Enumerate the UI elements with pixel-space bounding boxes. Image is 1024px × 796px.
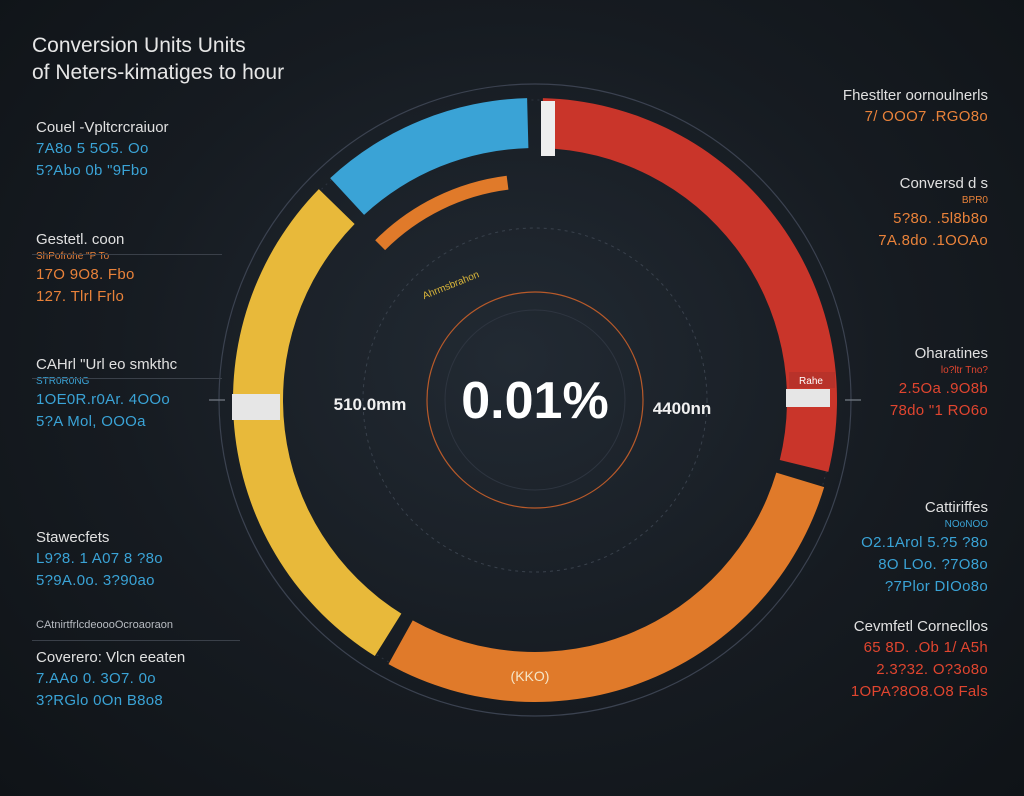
right-block-value: 8O LOo. ?7O8o bbox=[878, 556, 988, 573]
left-block-value: 5?Abo 0b "9Fbo bbox=[36, 162, 149, 179]
right-block-2: Oharatines lo?ltr Tno? 2.5Oa .9O8b 78do "1 … bbox=[890, 344, 988, 422]
inner-dotted-ring bbox=[362, 227, 708, 573]
donut-segments bbox=[232, 98, 837, 702]
inner-arc-label: Ahrmsbrahon bbox=[421, 269, 481, 302]
title-line-1: Conversion Units Units bbox=[32, 34, 246, 57]
left-divider-2 bbox=[32, 378, 222, 379]
top-marker bbox=[541, 101, 555, 156]
inner-arc bbox=[375, 175, 509, 251]
right-block-value: O2.1Arol 5.?5 ?8o bbox=[861, 534, 988, 551]
left-divider-label: CAtnirtfrlcdeoooOcroaoraon bbox=[36, 619, 173, 631]
left-marker bbox=[232, 394, 280, 420]
right-block-value: 7A.8do .1OOAo bbox=[878, 232, 988, 249]
right-block-3: Cattiriffes NOoNOO O2.1Arol 5.?5 ?8o 8O LOo… bbox=[861, 498, 988, 598]
left-block-subheading: ShPofrohe "P To bbox=[36, 251, 110, 262]
left-block-value: 127. Tlrl Frlo bbox=[36, 288, 125, 305]
right-block-4: Cevmfetl Cornecllos 65 8D. .Ob 1/ A5h 2.3?… bbox=[851, 617, 988, 703]
left-block-value: L9?8. 1 A07 8 ?8o bbox=[36, 550, 163, 567]
left-block-value: 1OE0R.r0Ar. 4OOo bbox=[36, 391, 171, 408]
left-divider-3 bbox=[32, 640, 240, 641]
right-block-heading: Conversd d s bbox=[899, 175, 988, 192]
right-block-value: 2.5Oa .9O8b bbox=[898, 380, 988, 397]
left-block-0: Couel -Vpltcrcraiuor 7A8o 5 5O5. Oo 5?Abo … bbox=[36, 118, 169, 182]
left-block-4: Coverero: Vlcn eeaten 7.AAo 0. 3O7. 0o 3?R… bbox=[36, 648, 185, 712]
chart-title: Conversion Units Units of Neters-kimatig… bbox=[32, 32, 284, 86]
bottom-label: (KKO) bbox=[511, 668, 550, 684]
right-block-subheading: lo?ltr Tno? bbox=[940, 365, 988, 376]
donut-segment-1 bbox=[541, 98, 837, 472]
left-divider-1 bbox=[32, 254, 222, 255]
center-right-label: 4400nn bbox=[653, 399, 712, 418]
right-block-0: Fhestlter oornoulnerls 7/ OOO7 .RGO8o bbox=[843, 86, 988, 128]
core-ring bbox=[426, 291, 644, 509]
donut-segment-0 bbox=[330, 98, 529, 215]
right-block-value: 5?8o. .5l8b8o bbox=[893, 210, 988, 227]
left-block-heading: Stawecfets bbox=[36, 529, 110, 546]
right-block-subheading: NOoNOO bbox=[944, 519, 988, 530]
right-block-heading: Fhestlter oornoulnerls bbox=[842, 87, 988, 104]
donut-segment-3 bbox=[233, 189, 402, 657]
right-marker-tag bbox=[789, 372, 835, 388]
left-block-subheading: STR0R0NG bbox=[36, 376, 90, 387]
center-value: 0.01% bbox=[461, 372, 608, 430]
right-block-value: 65 8D. .Ob 1/ A5h bbox=[863, 639, 988, 656]
right-block-value: 2.3?32. O?3o8o bbox=[876, 661, 988, 678]
right-block-heading: Cevmfetl Cornecllos bbox=[853, 618, 988, 635]
left-block-value: 3?RGlo 0On B8o8 bbox=[36, 692, 164, 709]
left-block-value: 17O 9O8. Fbo bbox=[36, 266, 135, 283]
right-block-heading: Cattiriffes bbox=[924, 499, 988, 516]
left-block-1: Gestetl. coon ShPofrohe "P To 17O 9O8. Fbo… bbox=[36, 230, 135, 308]
core-inner-ring bbox=[444, 309, 626, 491]
right-block-subheading: BPR0 bbox=[961, 195, 988, 206]
left-block-3: Stawecfets L9?8. 1 A07 8 ?8o 5?9A.0o. 3?90… bbox=[36, 528, 163, 592]
left-block-heading: Coverero: Vlcn eeaten bbox=[36, 649, 186, 666]
title-line-2: of Neters-kimatiges to hour bbox=[32, 61, 285, 84]
inner-arc-group bbox=[375, 175, 509, 251]
donut-segment-2 bbox=[388, 472, 825, 702]
right-block-value: ?7Plor DIOo8o bbox=[884, 578, 988, 595]
left-block-value: 7A8o 5 5O5. Oo bbox=[36, 140, 149, 157]
right-block-value: 78do "1 RO6o bbox=[889, 402, 988, 419]
left-block-heading: CAHrl "Url eo smkthc bbox=[36, 356, 178, 373]
left-block-value: 7.AAo 0. 3O7. 0o bbox=[36, 670, 156, 687]
right-block-value: 1OPA?8O8.O8 Fals bbox=[850, 683, 988, 700]
right-marker bbox=[786, 389, 830, 407]
right-block-value: 7/ OOO7 .RGO8o bbox=[864, 108, 988, 125]
left-block-heading: Couel -Vpltcrcraiuor bbox=[36, 119, 169, 136]
left-block-value: 5?9A.0o. 3?90ao bbox=[36, 572, 155, 589]
left-block-heading: Gestetl. coon bbox=[36, 231, 125, 248]
left-divider-label-text: CAtnirtfrlcdeoooOcroaoraon bbox=[36, 619, 173, 631]
center-left-label: 510.0mm bbox=[334, 395, 407, 414]
right-block-1: Conversd d s BPR0 5?8o. .5l8b8o 7A.8do .1OO… bbox=[878, 174, 988, 252]
left-block-value: 5?A Mol, OOOa bbox=[36, 413, 146, 430]
left-block-2: CAHrl "Url eo smkthc STR0R0NG 1OE0R.r0Ar. … bbox=[36, 355, 177, 433]
right-block-heading: Oharatines bbox=[914, 345, 988, 362]
marker-label: Rahe bbox=[799, 376, 823, 387]
